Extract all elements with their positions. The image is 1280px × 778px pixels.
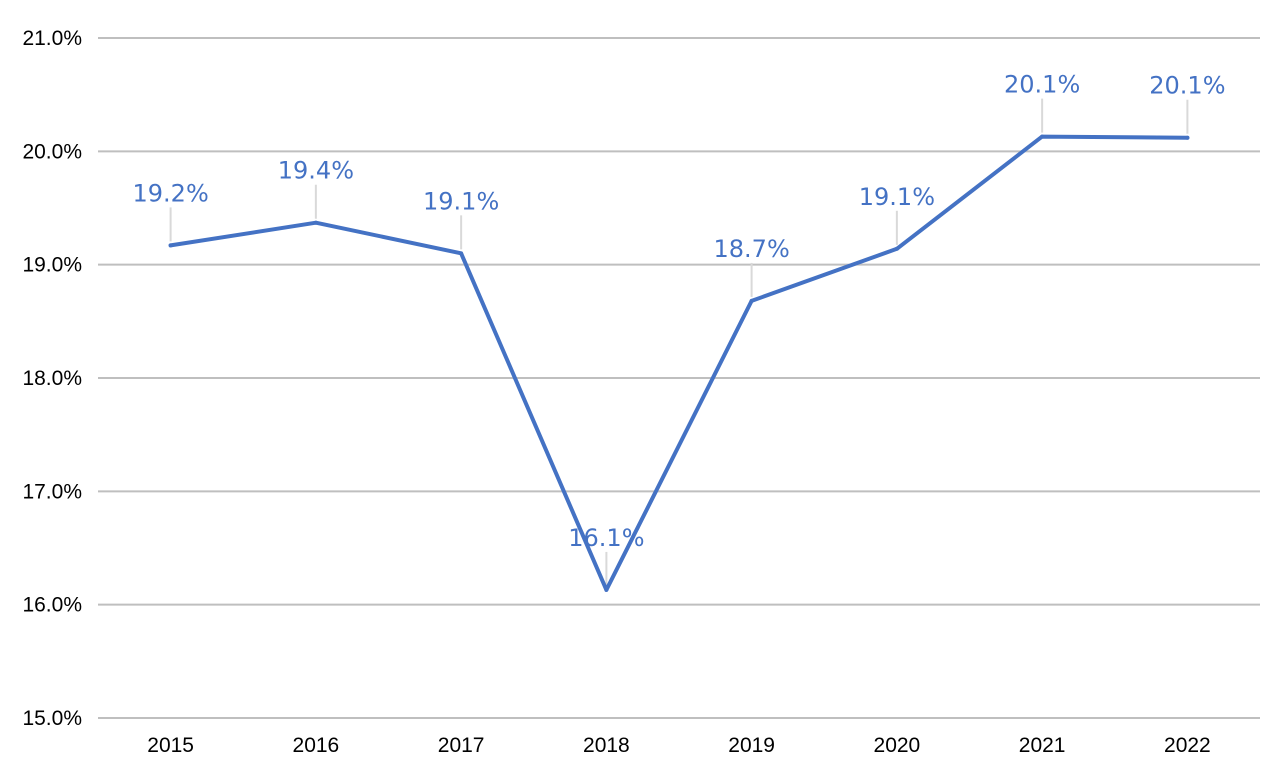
data-label: 19.2% bbox=[133, 179, 209, 207]
data-label: 19.1% bbox=[859, 183, 935, 211]
y-tick-label: 18.0% bbox=[22, 367, 82, 390]
data-point bbox=[168, 243, 173, 248]
data-point bbox=[894, 246, 899, 251]
series-layer bbox=[168, 134, 1190, 592]
data-point bbox=[313, 220, 318, 225]
data-point bbox=[1040, 134, 1045, 139]
data-point bbox=[459, 251, 464, 256]
x-tick-label: 2019 bbox=[728, 734, 775, 757]
series-line bbox=[168, 134, 1190, 592]
y-tick-label: 20.0% bbox=[22, 140, 82, 163]
y-tick-label: 17.0% bbox=[22, 480, 82, 503]
x-tick-label: 2016 bbox=[293, 734, 340, 757]
y-tick-label: 15.0% bbox=[22, 707, 82, 730]
x-tick-label: 2022 bbox=[1164, 734, 1211, 757]
y-tick-label: 19.0% bbox=[22, 254, 82, 277]
y-axis: 15.0% 16.0% 17.0% 18.0% 19.0% 20.0% 21.0% bbox=[22, 27, 82, 730]
x-tick-label: 2018 bbox=[583, 734, 630, 757]
x-tick-label: 2021 bbox=[1019, 734, 1066, 757]
x-axis: 2015 2016 2017 2018 2019 2020 2021 2022 bbox=[147, 734, 1210, 757]
data-point bbox=[1185, 135, 1190, 140]
data-point bbox=[749, 298, 754, 303]
data-label: 19.1% bbox=[423, 187, 499, 215]
x-tick-label: 2015 bbox=[147, 734, 194, 757]
data-label: 19.4% bbox=[278, 157, 354, 185]
y-tick-label: 16.0% bbox=[22, 594, 82, 617]
x-tick-label: 2020 bbox=[874, 734, 921, 757]
data-label: 20.1% bbox=[1004, 71, 1080, 99]
y-tick-label: 21.0% bbox=[22, 27, 82, 50]
gridlines bbox=[98, 37, 1260, 719]
data-labels: 19.2% 19.4% 19.1% 16.1% 18.7% 19.1% 20.1% 20.1% bbox=[133, 71, 1226, 552]
data-label: 18.7% bbox=[714, 235, 790, 263]
leader-lines bbox=[169, 98, 1189, 586]
data-label: 20.1% bbox=[1149, 72, 1225, 100]
data-label: 16.1% bbox=[568, 524, 644, 552]
data-point bbox=[604, 587, 609, 592]
x-tick-label: 2017 bbox=[438, 734, 485, 757]
